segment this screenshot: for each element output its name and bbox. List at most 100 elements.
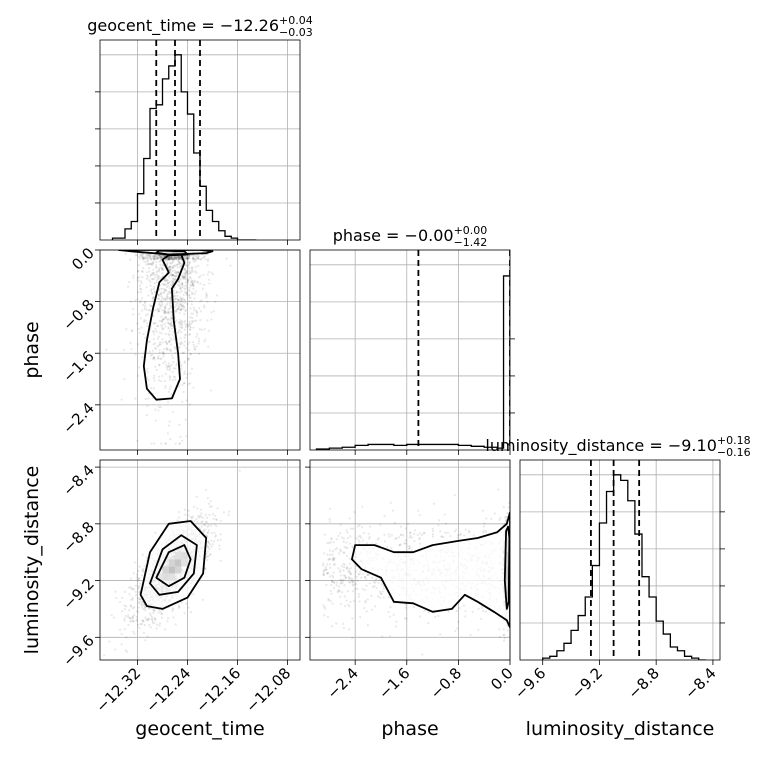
scatter-point	[174, 442, 177, 445]
geocent_time-marginal-bars	[111, 40, 257, 240]
scatter-point	[359, 536, 363, 539]
scatter-point	[186, 278, 189, 281]
scatter-point	[197, 342, 200, 345]
scatter-point	[177, 255, 180, 258]
scatter-point	[152, 356, 155, 360]
scatter-point	[151, 256, 154, 260]
scatter-point	[178, 262, 181, 265]
scatter-point	[129, 586, 132, 589]
scatter-point	[163, 628, 167, 631]
scatter-point	[455, 609, 458, 612]
scatter-point	[150, 387, 153, 390]
scatter-point	[128, 593, 131, 596]
scatter-point	[205, 293, 208, 296]
scatter-point	[341, 582, 344, 585]
scatter-point	[132, 276, 135, 279]
scatter-point	[185, 256, 189, 259]
scatter-point	[130, 329, 133, 332]
scatter-point	[153, 257, 156, 261]
scatter-point	[129, 620, 132, 623]
scatter-point	[134, 584, 138, 587]
scatter-point	[162, 352, 165, 355]
scatter-point	[137, 596, 140, 600]
scatter-point	[456, 627, 459, 630]
scatter-point	[157, 379, 160, 382]
scatter-point	[161, 319, 164, 322]
scatter-point	[337, 589, 340, 592]
scatter-point	[126, 285, 130, 288]
scatter-point	[193, 281, 196, 284]
scatter-point	[409, 531, 412, 535]
scatter-point	[329, 589, 332, 593]
scatter-point	[193, 348, 197, 351]
scatter-point	[160, 315, 163, 318]
scatter-point	[183, 291, 186, 294]
scatter-point	[177, 256, 180, 259]
scatter-point	[152, 609, 155, 612]
scatter-point	[120, 398, 123, 401]
scatter-point	[203, 340, 206, 343]
scatter-point	[161, 303, 164, 306]
scatter-point	[154, 347, 157, 351]
scatter-point	[147, 309, 151, 312]
scatter-point	[348, 605, 351, 608]
scatter-point	[183, 287, 186, 290]
scatter-point	[153, 255, 156, 259]
scatter-point	[408, 545, 412, 548]
scatter-point	[351, 580, 354, 583]
scatter-point	[151, 255, 155, 258]
scatter-point	[169, 256, 172, 259]
scatter-point	[123, 604, 126, 607]
scatter-point	[177, 307, 180, 310]
scatter-point	[141, 620, 145, 623]
scatter-point	[140, 297, 144, 300]
scatter-point	[175, 362, 178, 365]
scatter-point	[175, 301, 178, 304]
scatter-point	[139, 253, 143, 256]
scatter-point	[190, 300, 193, 303]
scatter-point	[206, 531, 210, 534]
scatter-point	[166, 619, 169, 623]
scatter-point	[136, 439, 139, 443]
scatter-point	[153, 254, 156, 257]
scatter-point	[174, 256, 178, 260]
scatter-point	[138, 257, 142, 260]
scatter-point	[165, 347, 168, 350]
scatter-point	[138, 565, 141, 568]
scatter-point	[183, 276, 186, 279]
scatter-point	[158, 287, 162, 290]
scatter-point	[175, 273, 178, 276]
scatter-point	[126, 650, 129, 653]
scatter-point	[156, 337, 160, 340]
scatter-point	[169, 274, 172, 277]
scatter-point	[160, 256, 163, 259]
scatter-point	[341, 591, 344, 594]
scatter-point	[462, 604, 466, 607]
scatter-point	[168, 258, 171, 261]
scatter-point	[171, 257, 174, 261]
scatter-point	[153, 256, 156, 259]
scatter-point	[326, 571, 329, 575]
scatter-point	[184, 309, 187, 313]
scatter-point	[147, 378, 150, 381]
scatter-point	[191, 515, 195, 518]
scatter-point	[188, 328, 191, 331]
scatter-point	[186, 258, 190, 261]
scatter-point	[178, 255, 181, 258]
scatter-point	[185, 292, 188, 295]
hist-bar	[219, 231, 225, 240]
scatter-point	[169, 258, 173, 261]
scatter-point	[164, 325, 167, 328]
scatter-point	[196, 520, 199, 523]
scatter-point	[152, 608, 155, 611]
scatter-point	[131, 607, 134, 610]
hist-bar	[368, 444, 381, 450]
scatter-point	[191, 341, 195, 344]
scatter-point	[331, 602, 334, 605]
scatter-point	[163, 312, 166, 315]
scatter-point	[157, 356, 160, 360]
scatter-point	[192, 505, 196, 508]
scatter-point	[180, 326, 183, 329]
scatter-point	[158, 331, 162, 334]
scatter-point	[346, 546, 349, 550]
